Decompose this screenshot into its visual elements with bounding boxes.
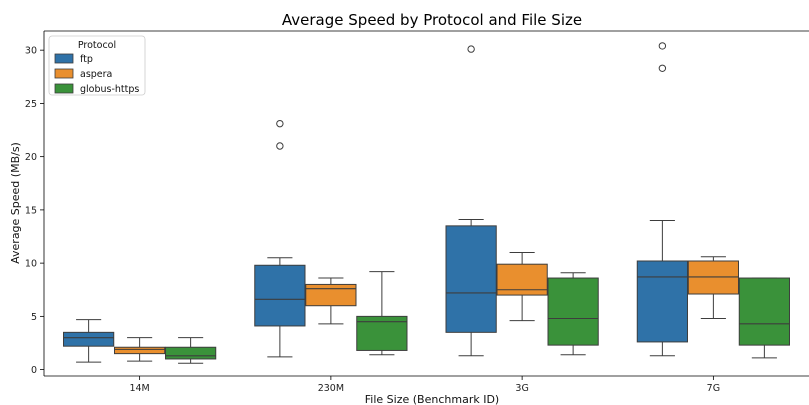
box-ftp-14M — [63, 319, 115, 363]
outlier-point — [276, 119, 284, 128]
legend-item-globus-https: globus-https — [54, 83, 139, 95]
legend-swatch — [54, 83, 74, 94]
box-globus-https-3G — [547, 272, 599, 356]
series-globus-https — [165, 271, 790, 364]
y-tick-label: 0 — [31, 365, 37, 376]
outlier-point — [276, 142, 284, 150]
box-globus-https-7G — [738, 277, 790, 359]
x-tick-label: 230M — [318, 383, 344, 394]
box-ftp-3G — [445, 45, 497, 357]
chart-title: Average Speed by Protocol and File Size — [282, 11, 582, 29]
y-axis-ticks: 0 5 10 15 20 25 30 — [25, 46, 44, 376]
box-series — [63, 42, 790, 364]
x-axis-label: File Size (Benchmark ID) — [365, 393, 499, 405]
legend-swatch — [54, 53, 74, 64]
series-ftp — [63, 42, 688, 363]
y-tick-label: 30 — [25, 46, 37, 57]
x-tick-label: 3G — [515, 383, 528, 394]
y-tick-label: 5 — [31, 312, 37, 323]
box-iqr — [165, 346, 217, 360]
outlier-point — [658, 42, 667, 50]
legend-title: Protocol — [78, 40, 116, 51]
box-iqr — [445, 225, 497, 333]
box-aspera-14M — [114, 337, 166, 362]
box-iqr — [254, 264, 306, 327]
box-iqr — [63, 331, 115, 347]
box-globus-https-14M — [165, 337, 217, 364]
box-iqr — [547, 277, 599, 346]
legend-frame — [48, 35, 146, 96]
y-tick-label: 10 — [25, 259, 37, 270]
legend-label: globus-https — [80, 84, 139, 95]
y-axis-label: Average Speed (MB/s) — [9, 142, 22, 264]
box-aspera-7G — [687, 256, 739, 319]
legend-swatch — [54, 68, 74, 79]
box-iqr — [496, 263, 548, 296]
x-tick-label: 7G — [707, 383, 720, 394]
legend-label: ftp — [80, 54, 93, 65]
outlier-point — [658, 64, 667, 72]
legend-label: aspera — [80, 69, 112, 80]
x-axis-ticks: 14M 230M 3G 7G — [129, 376, 720, 394]
box-iqr — [738, 277, 790, 346]
x-tick-label: 14M — [129, 383, 149, 394]
box-aspera-3G — [496, 251, 548, 322]
box-iqr — [636, 260, 688, 343]
legend: Protocol ftp aspera globus-https — [48, 35, 146, 96]
y-tick-label: 20 — [25, 152, 37, 163]
box-aspera-230M — [305, 277, 357, 325]
legend-item-ftp: ftp — [54, 53, 93, 65]
y-tick-label: 15 — [25, 205, 37, 216]
box-ftp-230M — [254, 119, 306, 358]
plot-frame — [43, 30, 809, 377]
outlier-point — [467, 45, 475, 53]
box-globus-https-230M — [356, 271, 408, 356]
legend-item-aspera: aspera — [54, 68, 112, 80]
y-tick-label: 25 — [25, 99, 37, 110]
box-iqr — [305, 283, 357, 307]
box-ftp-7G — [636, 42, 688, 357]
series-aspera — [114, 251, 739, 362]
box-iqr — [114, 346, 166, 355]
